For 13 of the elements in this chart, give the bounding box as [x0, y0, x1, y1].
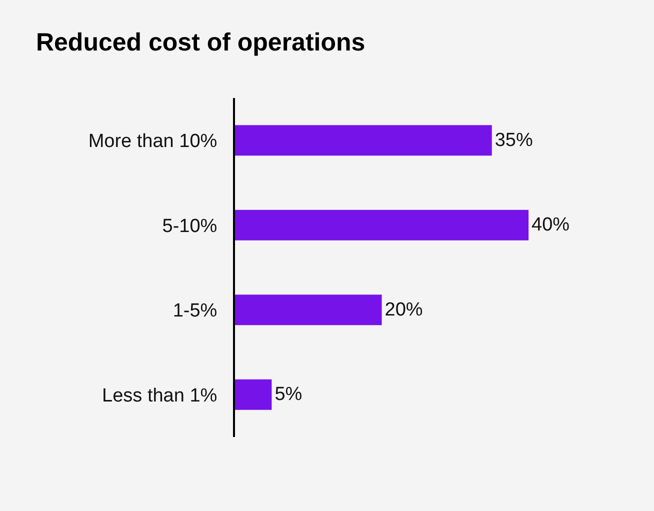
bar [235, 210, 529, 240]
y-tick-label: Less than 1% [102, 385, 218, 406]
bar [235, 125, 492, 156]
data-label: 5% [274, 384, 302, 406]
y-tick-label: 1-5% [172, 300, 218, 322]
data-label: 40% [532, 214, 570, 236]
bar [235, 379, 272, 410]
data-label: 35% [494, 130, 533, 151]
y-tick-label: 5-10% [162, 216, 218, 237]
chart-title: Reduced cost of operations [36, 28, 366, 57]
y-tick-label: More than 10% [88, 131, 218, 152]
data-label: 20% [384, 299, 423, 320]
bar [235, 294, 382, 326]
